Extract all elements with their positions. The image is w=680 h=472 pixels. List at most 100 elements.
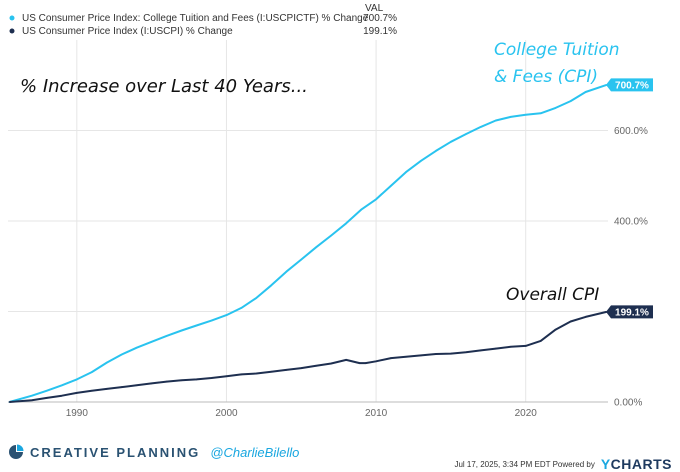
point-cpi xyxy=(120,386,123,388)
point-tuition xyxy=(106,361,108,364)
point-tuition xyxy=(76,378,78,381)
timestamp: Jul 17, 2025, 3:34 PM EDT Powered by xyxy=(454,459,595,469)
point-tuition xyxy=(195,324,198,327)
end-label-tuition: 700.7% xyxy=(615,80,649,91)
point-tuition xyxy=(315,246,318,248)
x-tick-label: 2010 xyxy=(365,408,388,419)
point-tuition xyxy=(450,141,452,143)
point-tuition xyxy=(255,297,258,299)
point-cpi xyxy=(330,362,333,365)
point-cpi xyxy=(405,356,407,358)
point-cpi xyxy=(450,352,452,355)
point-cpi xyxy=(91,389,93,392)
brand: CREATIVE PLANNING @CharlieBilello xyxy=(8,444,299,460)
point-tuition xyxy=(435,150,437,152)
point-cpi xyxy=(255,372,258,375)
twitter-handle[interactable]: @CharlieBilello xyxy=(210,444,300,460)
point-tuition xyxy=(240,307,243,309)
point-cpi xyxy=(435,353,437,355)
point-cpi xyxy=(270,370,273,373)
tuition-annotation-line2: & Fees (CPI) xyxy=(494,67,598,87)
x-tick-label: 1990 xyxy=(66,408,89,419)
point-tuition xyxy=(165,335,168,337)
y-tick-label: 600.0% xyxy=(614,126,648,137)
point-cpi xyxy=(46,397,48,399)
point-cpi xyxy=(358,362,361,364)
point-cpi xyxy=(554,328,557,331)
point-cpi xyxy=(345,359,348,361)
end-label-cpi: 199.1% xyxy=(615,307,649,318)
point-tuition xyxy=(480,126,482,128)
point-tuition xyxy=(150,341,153,343)
tuition-annotation-line1: College Tuition xyxy=(494,40,620,60)
legend-value-tuition: 700.7% xyxy=(363,13,397,24)
point-cpi xyxy=(165,380,168,383)
point-cpi xyxy=(180,379,183,382)
point-cpi xyxy=(225,375,228,378)
x-tick-label: 2000 xyxy=(215,408,238,419)
point-cpi xyxy=(375,360,377,363)
point-tuition xyxy=(554,107,557,109)
point-tuition xyxy=(120,353,123,356)
end-label-badge-cpi xyxy=(606,305,653,319)
point-cpi xyxy=(509,346,512,348)
y-tick-label: 0.00% xyxy=(614,398,642,409)
point-tuition xyxy=(390,184,392,187)
point-cpi xyxy=(31,399,33,402)
point-cpi xyxy=(465,351,467,354)
series-group xyxy=(8,83,608,403)
legend-header: VAL xyxy=(365,3,384,14)
legend: VAL US Consumer Price Index: College Tui… xyxy=(9,3,397,37)
point-cpi xyxy=(106,388,108,390)
point-cpi xyxy=(76,392,78,394)
point-cpi xyxy=(480,349,482,352)
point-tuition xyxy=(375,198,377,201)
point-cpi xyxy=(524,345,527,347)
point-tuition xyxy=(584,91,587,93)
point-tuition xyxy=(495,119,497,122)
series-line-cpi xyxy=(9,310,607,403)
point-cpi xyxy=(150,382,153,385)
point-tuition xyxy=(61,384,63,387)
ycharts-logo[interactable]: YCHARTS xyxy=(600,456,672,472)
point-cpi xyxy=(300,367,303,369)
point-tuition xyxy=(225,314,228,316)
point-tuition xyxy=(330,234,333,237)
point-tuition xyxy=(46,389,48,392)
y-tick-label: 400.0% xyxy=(614,217,648,228)
footer: CREATIVE PLANNING @CharlieBilello Jul 17… xyxy=(0,438,680,472)
brand-name: CREATIVE PLANNING xyxy=(30,444,201,460)
legend-marker-cpi xyxy=(9,28,15,34)
point-cpi xyxy=(584,316,587,318)
point-tuition xyxy=(180,329,183,332)
point-cpi xyxy=(569,320,572,323)
point-tuition xyxy=(345,222,348,225)
point-cpi xyxy=(495,347,497,350)
point-cpi xyxy=(364,362,367,364)
legend-label-cpi: US Consumer Price Index (I:USCPI) % Chan… xyxy=(22,26,233,37)
point-tuition xyxy=(360,208,362,211)
point-cpi xyxy=(539,340,542,342)
point-cpi xyxy=(420,354,422,357)
point-cpi xyxy=(390,357,392,359)
point-tuition xyxy=(135,346,138,349)
point-cpi xyxy=(240,373,243,376)
legend-value-cpi: 199.1% xyxy=(363,26,397,37)
point-cpi xyxy=(61,394,63,397)
point-tuition xyxy=(270,284,273,287)
footer-right: Jul 17, 2025, 3:34 PM EDT Powered by YCH… xyxy=(454,456,672,472)
point-tuition xyxy=(300,258,303,261)
point-cpi xyxy=(285,369,288,371)
headline-annotation: % Increase over Last 40 Years... xyxy=(20,76,308,97)
legend-label-tuition: US Consumer Price Index: College Tuition… xyxy=(22,13,369,24)
x-tick-label: 2020 xyxy=(515,408,538,419)
point-tuition xyxy=(539,112,542,115)
point-cpi xyxy=(195,378,198,381)
cpi-annotation: Overall CPI xyxy=(506,285,599,305)
point-tuition xyxy=(509,116,512,118)
end-label-badge-tuition xyxy=(606,78,653,92)
point-cpi xyxy=(315,365,318,367)
series-line-tuition xyxy=(9,83,607,403)
legend-marker-tuition xyxy=(9,15,15,21)
